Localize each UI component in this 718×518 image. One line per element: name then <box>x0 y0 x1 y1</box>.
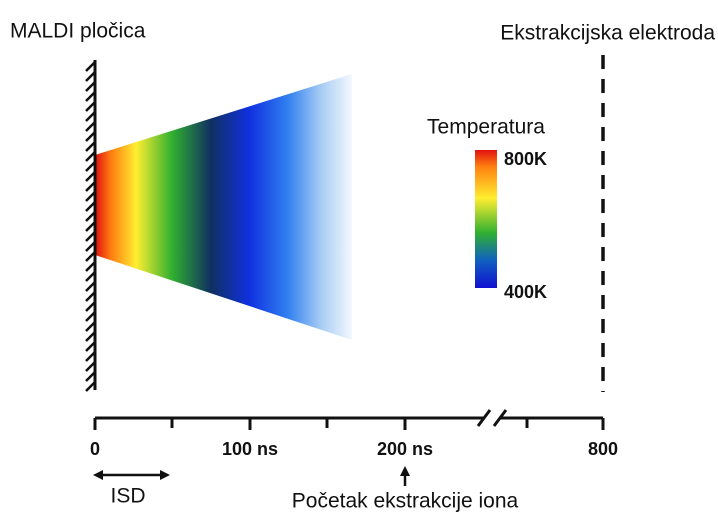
hatch-line <box>85 121 96 132</box>
hatch-line <box>85 151 96 162</box>
hatch-line <box>85 221 96 232</box>
hatch-line <box>85 301 96 312</box>
legend-low: 400K <box>504 282 547 302</box>
hatch-line <box>85 141 96 152</box>
hatch-line <box>85 241 96 252</box>
hatch-line <box>85 91 96 102</box>
hatch-line <box>85 281 96 292</box>
hatch-line <box>85 61 96 72</box>
time-axis <box>93 409 605 430</box>
hatch-line <box>85 201 96 212</box>
hatch-line <box>85 381 96 392</box>
tick-label: 200 ns <box>377 439 433 459</box>
hatch-line <box>85 321 96 332</box>
hatch-line <box>85 101 96 112</box>
hatch-line <box>85 271 96 282</box>
plate-hatch <box>85 61 96 392</box>
isd-label: ISD <box>110 485 145 508</box>
hatch-line <box>85 171 96 182</box>
hatch-line <box>85 231 96 242</box>
plume <box>95 74 352 340</box>
hatch-line <box>85 81 96 92</box>
hatch-line <box>85 251 96 262</box>
hatch-line <box>85 311 96 322</box>
hatch-line <box>85 371 96 382</box>
extraction-label: Početak ekstrakcije iona <box>292 490 519 513</box>
isd-arrow <box>93 470 170 480</box>
hatch-line <box>85 131 96 142</box>
tick-label: 800 <box>588 439 618 459</box>
hatch-line <box>85 181 96 192</box>
hatch-line <box>85 351 96 362</box>
electrode-label: Ekstrakcijska elektroda <box>500 22 715 45</box>
hatch-line <box>85 331 96 342</box>
hatch-line <box>85 291 96 302</box>
hatch-line <box>85 261 96 272</box>
hatch-line <box>85 211 96 222</box>
hatch-line <box>85 161 96 172</box>
hatch-line <box>85 361 96 372</box>
hatch-line <box>85 191 96 202</box>
legend-scale <box>475 150 497 288</box>
legend-title: Temperatura <box>427 116 545 139</box>
tick-label: 0 <box>90 439 100 459</box>
extraction-arrow <box>400 466 410 486</box>
hatch-line <box>85 341 96 352</box>
tick-label: 100 ns <box>222 439 278 459</box>
plate-label: MALDI pločica <box>10 20 146 43</box>
hatch-line <box>85 111 96 122</box>
hatch-line <box>85 71 96 82</box>
legend-high: 800K <box>504 149 547 169</box>
